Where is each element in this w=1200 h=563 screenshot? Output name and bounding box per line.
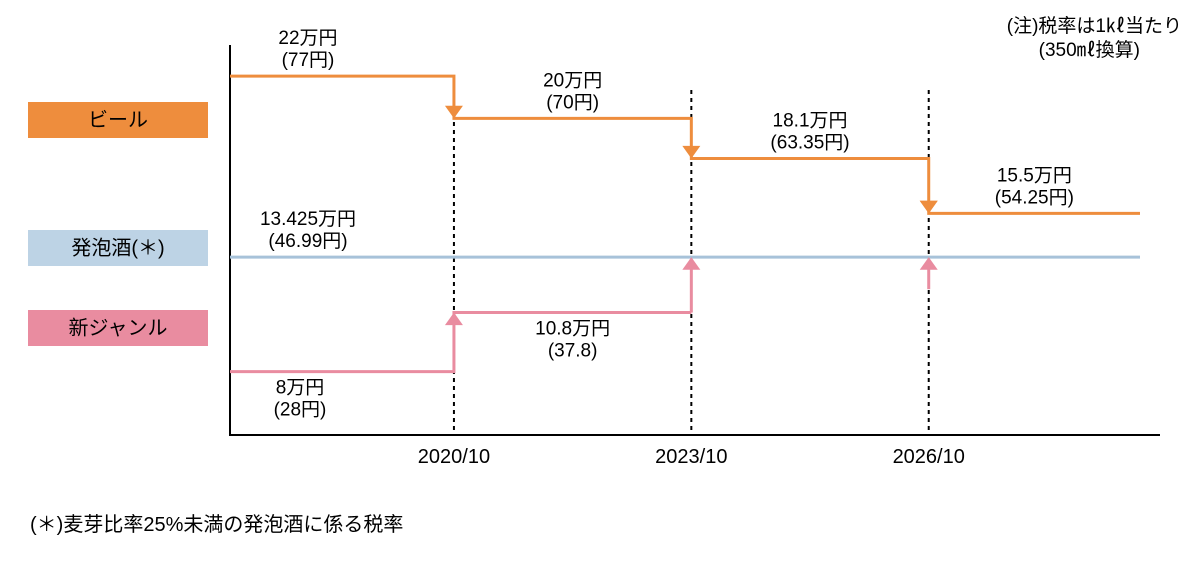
legend-label-newgenre: 新ジャンル xyxy=(69,316,168,339)
chart-container: 2020/10 2023/10 2026/10 (注)税率は1㎘当たり(350㎖換算)… xyxy=(0,0,1200,563)
legend-label-beer: ビール xyxy=(88,108,148,131)
value-label-beer-2-b: (63.35円) xyxy=(770,132,849,153)
value-label-newgenre-1-b: (37.8) xyxy=(548,341,598,362)
tax-step-chart: 2020/10 2023/10 2026/10 (注)税率は1㎘当たり(350㎖換算)… xyxy=(0,0,1200,563)
value-label-newgenre-1-a: 10.8万円 xyxy=(535,319,610,340)
value-label-beer-3-a: 15.5万円 xyxy=(997,165,1072,186)
x-tick-label: 2023/10 xyxy=(655,446,727,468)
value-label-beer-1-a: 20万円 xyxy=(543,70,602,91)
x-tick-label: 2020/10 xyxy=(418,446,490,468)
value-label-happoshu-0-b: (46.99円) xyxy=(268,231,347,252)
value-label-beer-0-b: (77円) xyxy=(282,50,335,71)
legend-label-happoshu: 発泡酒(＊) xyxy=(71,236,164,259)
value-label-happoshu-0-a: 13.425万円 xyxy=(260,209,356,230)
chart-footnote: (＊)麦芽比率25%未満の発泡酒に係る税率 xyxy=(30,513,403,536)
x-tick-label: 2026/10 xyxy=(893,446,965,468)
value-label-newgenre-0-b: (28円) xyxy=(274,400,327,421)
value-label-beer-1-b: (70円) xyxy=(546,92,599,113)
value-label-beer-3-b: (54.25円) xyxy=(995,187,1074,208)
chart-note-line2: (350㎖換算) xyxy=(1039,39,1140,61)
value-label-newgenre-0-a: 8万円 xyxy=(276,378,325,399)
value-label-beer-0-a: 22万円 xyxy=(278,28,337,49)
chart-note-line1: (注)税率は1㎘当たり xyxy=(1007,15,1182,37)
value-label-beer-2-a: 18.1万円 xyxy=(773,110,848,131)
